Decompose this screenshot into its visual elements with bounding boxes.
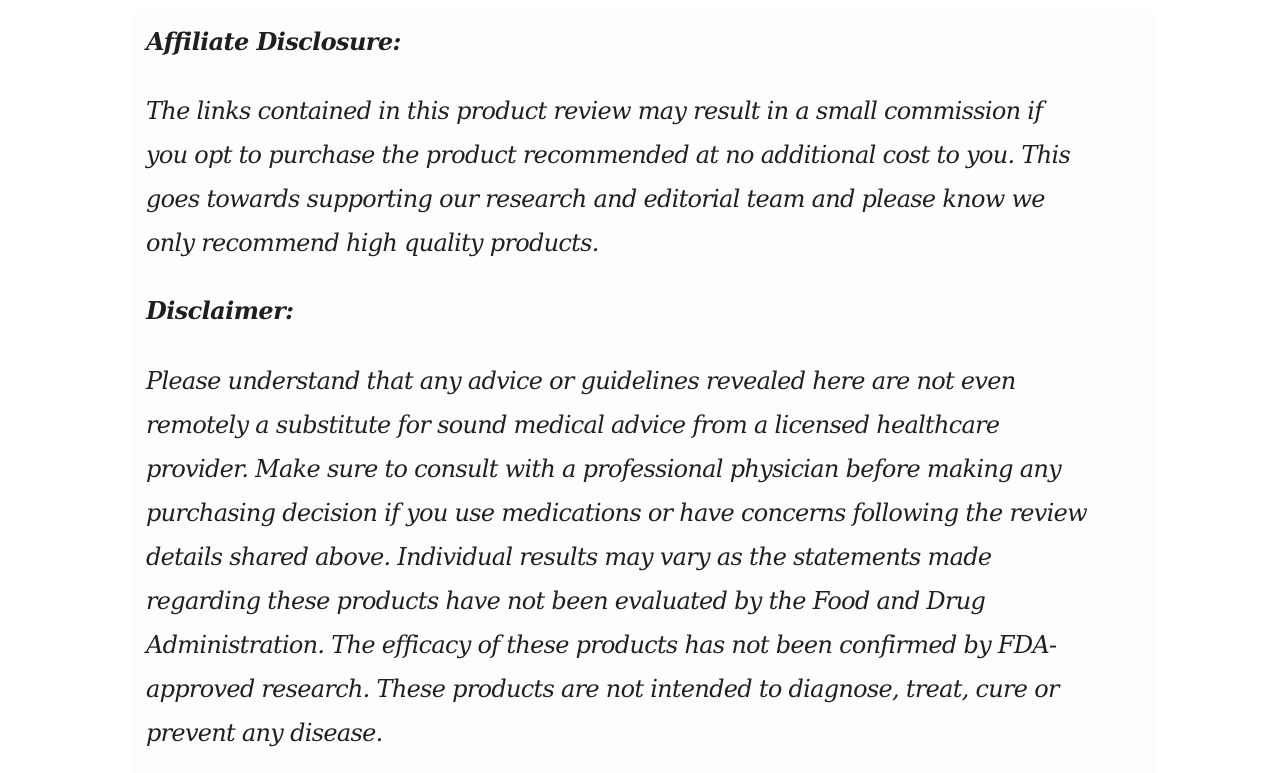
text-line: The links contained in this product revi…	[146, 97, 1043, 125]
disclaimer-heading: Disclaimer:	[146, 296, 294, 325]
disclaimer-text: Please understand that any advice or gui…	[146, 359, 1088, 755]
text-line: provider. Make sure to consult with a pr…	[146, 455, 1062, 483]
text-line: Administration. The efficacy of these pr…	[146, 631, 1057, 659]
text-line: you opt to purchase the product recommen…	[146, 141, 1071, 169]
text-line: prevent any disease.	[146, 719, 383, 747]
text-line: only recommend high quality products.	[146, 229, 599, 257]
text-line: Please understand that any advice or gui…	[146, 367, 1016, 395]
text-line: purchasing decision if you use medicatio…	[146, 499, 1088, 527]
text-line: goes towards supporting our research and…	[146, 185, 1046, 213]
text-line: details shared above. Individual results…	[146, 543, 992, 571]
affiliate-disclosure-text: The links contained in this product revi…	[146, 89, 1071, 265]
affiliate-disclosure-heading: Affiliate Disclosure:	[146, 27, 401, 56]
text-line: remotely a substitute for sound medical …	[146, 411, 1000, 439]
content-card	[135, 13, 1155, 773]
text-line: regarding these products have not been e…	[146, 587, 986, 615]
text-line: approved research. These products are no…	[146, 675, 1059, 703]
